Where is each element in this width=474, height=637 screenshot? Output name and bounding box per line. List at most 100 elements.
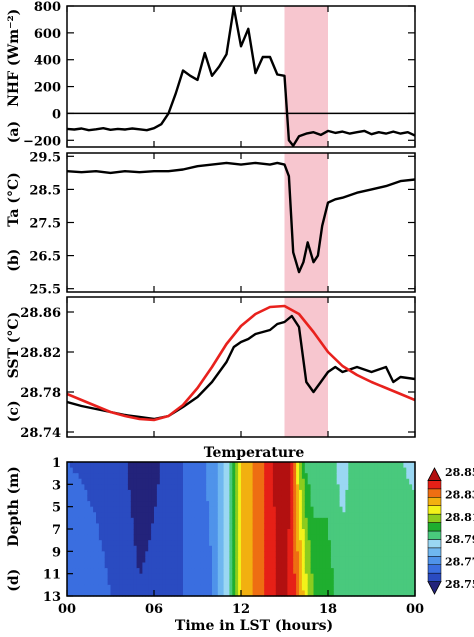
- heatmap-cell: [212, 540, 216, 547]
- heatmap-cell: [243, 517, 248, 525]
- heatmap-cell: [348, 523, 352, 530]
- heatmap-cell: [313, 512, 317, 519]
- heatmap-cell: [165, 551, 170, 558]
- heatmap-cell: [400, 568, 404, 575]
- heatmap-cell: [75, 462, 80, 469]
- heatmap-cell: [69, 506, 74, 513]
- heatmap-cell: [183, 545, 187, 552]
- heatmap-cell: [133, 501, 138, 508]
- heatmap-cell: [249, 551, 254, 558]
- heatmap-cell: [78, 584, 83, 592]
- heatmap-cell: [197, 501, 201, 508]
- heatmap-cell: [214, 568, 219, 575]
- heatmap-cell: [145, 568, 149, 575]
- heatmap-cell: [293, 501, 297, 508]
- heatmap-cell: [296, 467, 300, 474]
- heatmap-cell: [87, 590, 91, 597]
- heatmap-cell: [122, 534, 126, 541]
- heatmap-cell: [238, 562, 242, 569]
- heatmap-cell: [333, 512, 338, 519]
- heatmap-cell: [84, 573, 88, 580]
- heatmap-cell: [351, 517, 355, 525]
- heatmap-cell: [197, 517, 201, 525]
- panel-b-ylabel: (b)Ta (°C): [6, 172, 22, 271]
- heatmap-cell: [81, 495, 85, 502]
- heatmap-cell: [368, 568, 373, 575]
- heatmap-cell: [348, 478, 352, 485]
- heatmap-cell: [319, 545, 323, 552]
- heatmap-cell: [127, 545, 132, 552]
- heatmap-cell: [272, 568, 277, 575]
- heatmap-cell: [290, 506, 294, 513]
- heatmap-cell: [113, 568, 117, 575]
- heatmap-cell: [171, 473, 175, 480]
- heatmap-cell: [241, 551, 245, 558]
- heatmap-cell: [296, 517, 300, 525]
- heatmap-cell: [380, 551, 384, 558]
- heatmap-cell: [243, 484, 248, 491]
- heatmap-cell: [348, 462, 352, 469]
- heatmap-cell: [107, 512, 112, 519]
- heatmap-cell: [252, 523, 257, 530]
- heatmap-cell: [388, 512, 393, 519]
- heatmap-cell: [203, 540, 207, 547]
- heatmap-cell: [177, 501, 181, 508]
- heatmap-cell: [272, 512, 277, 519]
- heatmap-cell: [203, 545, 207, 552]
- heatmap-cell: [154, 562, 158, 569]
- heatmap-cell: [122, 551, 126, 558]
- heatmap-cell: [388, 484, 393, 491]
- heatmap-cell: [81, 512, 85, 519]
- heatmap-cell: [154, 529, 158, 536]
- heatmap-cell: [229, 501, 233, 508]
- heatmap-cell: [125, 579, 129, 586]
- heatmap-cell: [223, 540, 228, 547]
- heatmap-cell: [342, 584, 346, 592]
- heatmap-cell: [290, 495, 294, 502]
- heatmap-cell: [136, 478, 141, 485]
- heatmap-cell: [333, 506, 338, 513]
- heatmap-cell: [397, 540, 402, 547]
- heatmap-cell: [133, 579, 138, 586]
- heatmap-cell: [156, 534, 161, 541]
- heatmap-cell: [101, 568, 106, 575]
- heatmap-cell: [394, 501, 399, 508]
- heatmap-cell: [214, 556, 219, 564]
- heatmap-cell: [220, 473, 225, 480]
- heatmap-cell: [249, 579, 254, 586]
- heatmap-cell: [261, 484, 265, 491]
- heatmap-cell: [322, 545, 326, 552]
- heatmap-cell: [339, 568, 344, 575]
- heatmap-cell: [154, 523, 158, 530]
- heatmap-cell: [391, 467, 396, 474]
- heatmap-cell: [183, 579, 187, 586]
- heatmap-cell: [113, 473, 117, 480]
- heatmap-cell: [394, 512, 399, 519]
- heatmap-cell: [365, 484, 370, 491]
- heatmap-cell: [336, 590, 341, 597]
- heatmap-cell: [345, 478, 349, 485]
- heatmap-cell: [243, 562, 248, 569]
- heatmap-cell: [339, 473, 344, 480]
- heatmap-cell: [139, 590, 143, 597]
- heatmap-cell: [246, 489, 251, 497]
- heatmap-cell: [351, 484, 355, 491]
- heatmap-cell: [136, 562, 141, 569]
- x-tick-label: 18: [319, 602, 337, 617]
- heatmap-cell: [156, 529, 161, 536]
- heatmap-cell: [290, 501, 294, 508]
- heatmap-cell: [252, 484, 257, 491]
- heatmap-cell: [310, 501, 315, 508]
- heatmap-cell: [226, 540, 230, 547]
- heatmap-cell: [377, 478, 381, 485]
- heatmap-cell: [412, 473, 416, 480]
- heatmap-cell: [330, 551, 335, 558]
- heatmap-cell: [209, 551, 213, 558]
- heatmap-cell: [127, 584, 132, 592]
- heatmap-cell: [287, 523, 291, 530]
- heatmap-cell: [119, 495, 123, 502]
- heatmap-cell: [400, 540, 404, 547]
- heatmap-cell: [154, 478, 158, 485]
- heatmap-cell: [267, 584, 271, 592]
